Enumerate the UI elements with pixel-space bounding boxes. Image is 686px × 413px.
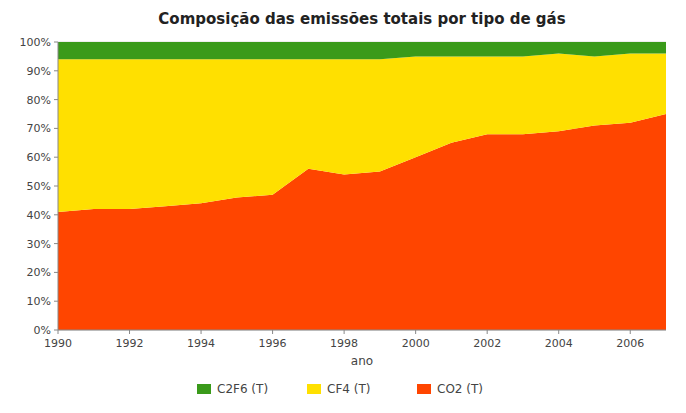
x-tick [201,330,202,334]
chart: 0% 10% 20% 30% 40% 50% 60% 70% 80% 90% 100% 1990 199… [0,0,686,413]
legend-label: CO2 (T) [437,382,483,396]
x-tick [272,330,273,334]
y-tick [54,99,58,100]
x-tick [344,330,345,334]
x-tick [630,330,631,334]
y-tick [54,243,58,244]
y-tick [54,70,58,71]
x-tick-label: 1998 [330,337,358,350]
x-axis-line [58,330,666,331]
x-tick-label: 2002 [473,337,501,350]
x-tick-label: 2004 [545,337,573,350]
y-tick [54,330,58,331]
x-tick-label: 1992 [116,337,144,350]
x-axis-label: ano [351,354,373,368]
y-tick-label: 90% [27,65,51,78]
x-tick [487,330,488,334]
y-tick-label: 40% [27,209,51,222]
x-tick-label: 2000 [402,337,430,350]
x-tick [129,330,130,334]
y-tick [54,42,58,43]
y-tick-label: 20% [27,266,51,279]
legend-swatch [307,384,321,394]
y-tick-label: 10% [27,295,51,308]
y-tick [54,128,58,129]
grid [58,42,666,330]
y-tick-label: 100% [20,36,51,49]
area [58,54,666,212]
legend-label: CF4 (T) [327,382,370,396]
grid-line [58,330,666,331]
area [58,42,666,59]
y-tick-label: 70% [27,122,51,135]
x-tick [415,330,416,334]
x-tick [58,330,59,334]
axes: 0% 10% 20% 30% 40% 50% 60% 70% 80% 90% 100% 1990 199… [20,36,666,350]
x-tick-label: 1996 [259,337,287,350]
y-tick-label: 80% [27,94,51,107]
y-tick-label: 30% [27,238,51,251]
y-tick [54,214,58,215]
legend: C2F6 (T) CF4 (T) CO2 (T) [197,382,483,396]
y-tick-label: 60% [27,151,51,164]
y-tick [54,272,58,273]
y-tick [54,157,58,158]
x-tick-label: 1990 [44,337,72,350]
title: Composição das emissões totais por tipo … [158,10,565,28]
x-tick-label: 2006 [616,337,644,350]
legend-swatch [197,384,211,394]
legend-label: C2F6 (T) [217,382,268,396]
y-tick-label: 0% [34,324,51,337]
legend-swatch [417,384,431,394]
y-tick-label: 50% [27,180,51,193]
areas [58,42,666,330]
x-tick-label: 1994 [187,337,215,350]
y-tick [54,301,58,302]
y-tick [54,186,58,187]
x-tick [558,330,559,334]
